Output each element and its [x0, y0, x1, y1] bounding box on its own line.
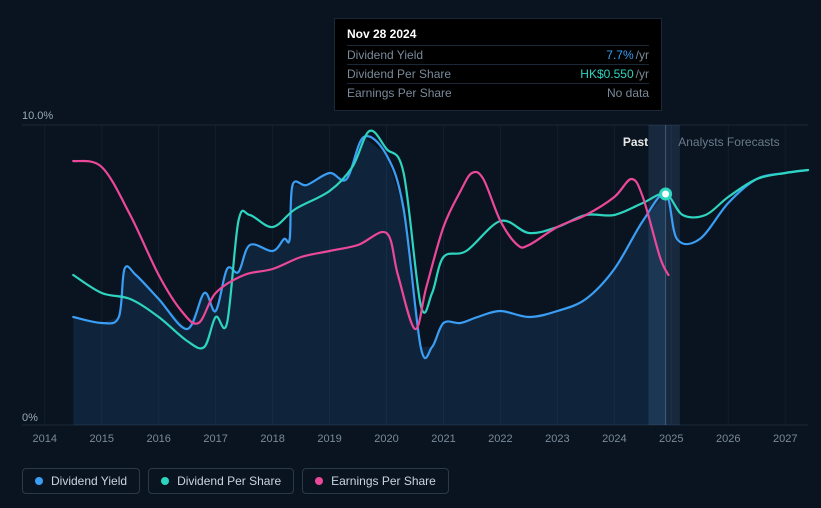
tooltip-metric-label: Dividend Per Share [347, 67, 451, 81]
x-axis-tick: 2015 [89, 433, 113, 445]
legend-label: Dividend Yield [51, 474, 127, 488]
x-axis-tick: 2024 [602, 433, 626, 445]
tooltip-row: Dividend Per Share HK$0.550/yr [347, 64, 649, 83]
tooltip-metric-label: Dividend Yield [347, 48, 423, 62]
x-axis: 2014 2015 2016 2017 2018 2019 2020 2021 2022 2023… [0, 433, 821, 449]
legend: Dividend Yield Dividend Per Share Earnings… [22, 468, 449, 494]
x-axis-tick: 2027 [773, 433, 797, 445]
legend-item[interactable]: Dividend Yield [22, 468, 140, 494]
chart-tooltip: Nov 28 2024 Dividend Yield 7.7%/yr Divid… [334, 18, 662, 111]
tooltip-row: Earnings Per Share No data [347, 83, 649, 102]
x-axis-tick: 2016 [146, 433, 170, 445]
tooltip-metric-value: 7.7%/yr [606, 48, 649, 62]
tooltip-metric-value: HK$0.550/yr [580, 67, 649, 81]
legend-item[interactable]: Dividend Per Share [148, 468, 294, 494]
y-axis-label-min: 0% [22, 412, 38, 424]
x-axis-tick: 2026 [716, 433, 740, 445]
tooltip-date: Nov 28 2024 [347, 27, 649, 41]
region-label-past: Past [623, 135, 648, 149]
x-axis-tick: 2025 [659, 433, 683, 445]
x-axis-tick: 2023 [545, 433, 569, 445]
region-label-forecast: Analysts Forecasts [678, 135, 779, 149]
y-axis-label-max: 10.0% [22, 110, 53, 122]
tooltip-metric-value: No data [607, 86, 649, 100]
tooltip-row: Dividend Yield 7.7%/yr [347, 45, 649, 64]
legend-label: Dividend Per Share [177, 474, 281, 488]
legend-dot-icon [315, 477, 323, 485]
chart: 10.0% 0% Past Analysts Forecasts [0, 105, 821, 425]
x-axis-tick: 2021 [431, 433, 455, 445]
tooltip-metric-label: Earnings Per Share [347, 86, 452, 100]
legend-label: Earnings Per Share [331, 474, 436, 488]
x-axis-tick: 2017 [203, 433, 227, 445]
x-axis-tick: 2018 [260, 433, 284, 445]
x-axis-tick: 2020 [374, 433, 398, 445]
x-axis-tick: 2022 [488, 433, 512, 445]
legend-dot-icon [35, 477, 43, 485]
x-axis-tick: 2014 [33, 433, 57, 445]
x-axis-tick: 2019 [317, 433, 341, 445]
legend-item[interactable]: Earnings Per Share [302, 468, 449, 494]
chart-svg [0, 105, 821, 435]
legend-dot-icon [161, 477, 169, 485]
